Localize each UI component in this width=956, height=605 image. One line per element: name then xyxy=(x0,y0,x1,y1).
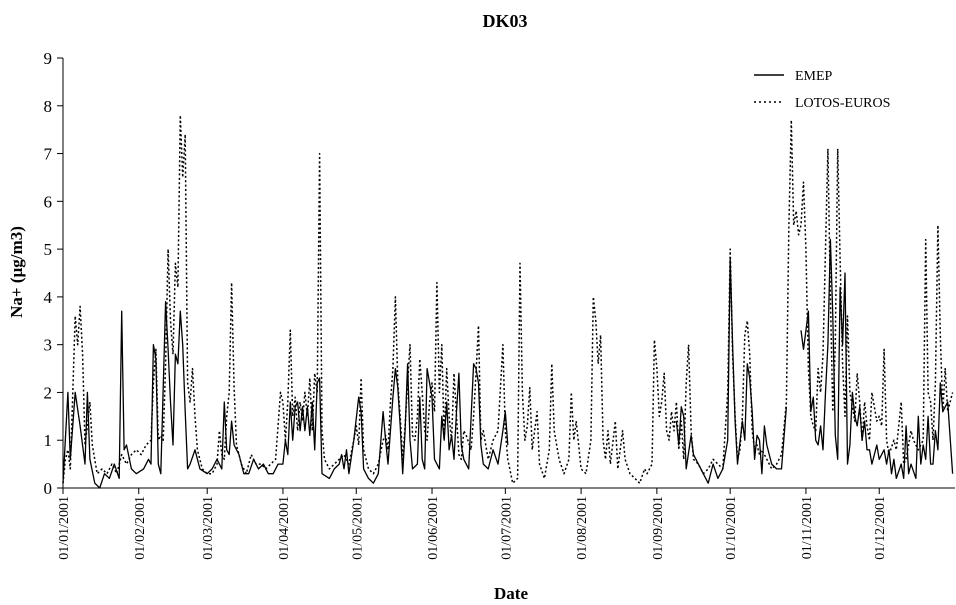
x-tick-label: 01/06/2001 xyxy=(426,496,441,560)
legend-label-emep: EMEP xyxy=(795,69,833,84)
y-tick-label: 3 xyxy=(44,336,53,355)
y-tick-label: 6 xyxy=(44,192,53,211)
x-tick-label: 01/11/2001 xyxy=(800,496,815,559)
x-axis-title: Date xyxy=(494,584,528,603)
x-tick-label: 01/02/2001 xyxy=(133,496,148,560)
y-tick-label: 5 xyxy=(44,240,53,259)
y-tick-label: 2 xyxy=(44,383,53,402)
y-tick-label: 0 xyxy=(44,479,53,498)
x-tick-label: 01/07/2001 xyxy=(499,496,514,560)
y-tick-label: 7 xyxy=(44,145,53,164)
series-line-lotos-euros-3 xyxy=(62,114,954,484)
series-line-emep-2 xyxy=(800,238,954,480)
axes: 0 1 2 3 4 5 6 7 8 9 01/01/2001 01/02/2001 01/03/2001… xyxy=(44,49,955,560)
x-tick-label: 01/03/2001 xyxy=(201,496,216,560)
x-tick-label: 01/04/2001 xyxy=(277,496,292,560)
series-group xyxy=(62,114,954,489)
x-tick-label: 01/09/2001 xyxy=(651,496,666,560)
y-tick-label: 4 xyxy=(44,288,53,307)
x-tick-label: 01/12/2001 xyxy=(873,496,888,560)
x-tick-label: 01/01/2001 xyxy=(57,496,72,560)
legend: EMEP LOTOS-EUROS xyxy=(754,69,890,111)
x-tick-label: 01/05/2001 xyxy=(350,496,365,560)
y-tick-label: 1 xyxy=(44,431,53,450)
series-line-emep-0 xyxy=(62,301,509,489)
legend-label-lotos-euros: LOTOS-EUROS xyxy=(795,96,890,111)
x-tick-label: 01/08/2001 xyxy=(575,496,590,560)
x-tick-label: 01/10/2001 xyxy=(724,496,739,560)
chart-title: DK03 xyxy=(483,11,528,31)
y-axis-title: Na+ (µg/m3) xyxy=(7,226,26,318)
y-tick-label: 9 xyxy=(44,49,53,68)
y-tick-label: 8 xyxy=(44,97,53,116)
